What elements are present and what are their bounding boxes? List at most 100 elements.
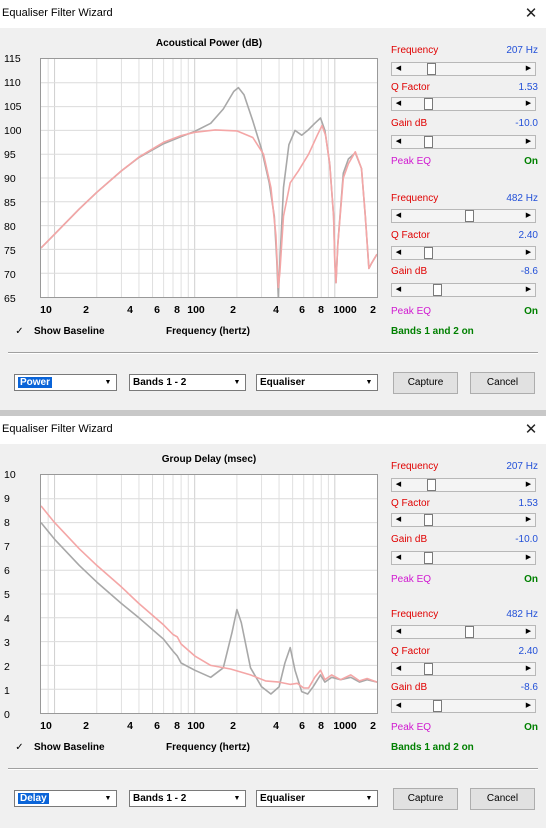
arrow-left-icon[interactable]: ◀	[392, 663, 405, 675]
arrow-left-icon[interactable]: ◀	[392, 98, 405, 110]
band1-frequency-label: Frequency	[391, 45, 439, 56]
band1-frequency-row: Frequency 207 Hz	[391, 461, 538, 473]
band2-frequency-slider[interactable]: ◀ ▶	[391, 209, 536, 223]
arrow-left-icon[interactable]: ◀	[392, 63, 405, 75]
band1-type-row[interactable]: Peak EQ On	[391, 156, 538, 168]
view-select-value: Delay	[18, 793, 49, 804]
band1-gain-slider[interactable]: ◀ ▶	[391, 551, 536, 565]
arrow-right-icon[interactable]: ▶	[522, 663, 535, 675]
cancel-button[interactable]: Cancel	[470, 788, 535, 810]
band2-type-label: Peak EQ	[391, 722, 432, 733]
arrow-right-icon[interactable]: ▶	[522, 210, 535, 222]
x-tick-label: 8	[318, 304, 324, 316]
band1-gain-slider[interactable]: ◀ ▶	[391, 135, 536, 149]
chevron-down-icon[interactable]: ▼	[101, 792, 115, 805]
arrow-left-icon[interactable]: ◀	[392, 552, 405, 564]
bands-summary: Bands 1 and 2 on	[391, 742, 474, 753]
y-tick-label: 65	[4, 293, 16, 305]
capture-button[interactable]: Capture	[393, 788, 458, 810]
slider-thumb[interactable]	[426, 479, 436, 491]
title-bar[interactable]: Equaliser Filter Wizard ✕	[0, 416, 546, 444]
bands-select[interactable]: Bands 1 - 2 ▼	[129, 790, 246, 807]
band2-type-row[interactable]: Peak EQ On	[391, 722, 538, 734]
slider-thumb[interactable]	[424, 98, 434, 110]
band1-gain-value: -10.0	[515, 534, 538, 545]
x-tick-label: 6	[154, 304, 160, 316]
band1-type-value[interactable]: On	[524, 156, 538, 167]
band2-gain-slider[interactable]: ◀ ▶	[391, 699, 536, 713]
close-icon[interactable]: ✕	[524, 4, 538, 22]
band1-q-slider[interactable]: ◀ ▶	[391, 513, 536, 527]
arrow-right-icon[interactable]: ▶	[522, 284, 535, 296]
arrow-right-icon[interactable]: ▶	[522, 626, 535, 638]
chevron-down-icon[interactable]: ▼	[230, 376, 244, 389]
equalised-series-line	[41, 124, 377, 289]
band2-q-slider[interactable]: ◀ ▶	[391, 246, 536, 260]
y-tick-label: 7	[4, 541, 10, 553]
arrow-left-icon[interactable]: ◀	[392, 284, 405, 296]
cancel-button[interactable]: Cancel	[470, 372, 535, 394]
band2-gain-slider[interactable]: ◀ ▶	[391, 283, 536, 297]
slider-thumb[interactable]	[424, 552, 434, 564]
arrow-left-icon[interactable]: ◀	[392, 626, 405, 638]
baseline-series-line	[41, 522, 377, 695]
slider-thumb[interactable]	[424, 136, 434, 148]
chevron-down-icon[interactable]: ▼	[362, 376, 376, 389]
band1-gain-label: Gain dB	[391, 118, 428, 129]
close-icon[interactable]: ✕	[524, 420, 538, 438]
y-tick-label: 5	[4, 589, 10, 601]
arrow-right-icon[interactable]: ▶	[522, 247, 535, 259]
band2-q-slider[interactable]: ◀ ▶	[391, 662, 536, 676]
band1-frequency-slider[interactable]: ◀ ▶	[391, 478, 536, 492]
band2-type-value[interactable]: On	[524, 722, 538, 733]
arrow-right-icon[interactable]: ▶	[522, 552, 535, 564]
view-select[interactable]: Power ▼	[14, 374, 117, 391]
slider-thumb[interactable]	[432, 284, 442, 296]
arrow-right-icon[interactable]: ▶	[522, 63, 535, 75]
arrow-right-icon[interactable]: ▶	[522, 98, 535, 110]
arrow-right-icon[interactable]: ▶	[522, 136, 535, 148]
capture-button[interactable]: Capture	[393, 372, 458, 394]
band2-frequency-slider[interactable]: ◀ ▶	[391, 625, 536, 639]
slider-thumb[interactable]	[424, 514, 434, 526]
arrow-left-icon[interactable]: ◀	[392, 514, 405, 526]
chevron-down-icon[interactable]: ▼	[101, 376, 115, 389]
arrow-left-icon[interactable]: ◀	[392, 700, 405, 712]
slider-thumb[interactable]	[424, 247, 434, 259]
band2-frequency-value: 482 Hz	[506, 609, 538, 620]
mode-select[interactable]: Equaliser ▼	[256, 374, 378, 391]
band1-frequency-slider[interactable]: ◀ ▶	[391, 62, 536, 76]
band1-type-value[interactable]: On	[524, 574, 538, 585]
mode-select[interactable]: Equaliser ▼	[256, 790, 378, 807]
slider-thumb[interactable]	[465, 626, 475, 638]
band1-type-label: Peak EQ	[391, 574, 432, 585]
slider-thumb[interactable]	[465, 210, 475, 222]
title-bar[interactable]: Equaliser Filter Wizard ✕	[0, 0, 546, 28]
band2-q-value: 2.40	[518, 230, 538, 241]
x-tick-label: 2	[370, 720, 376, 732]
arrow-left-icon[interactable]: ◀	[392, 247, 405, 259]
band2-type-value[interactable]: On	[524, 306, 538, 317]
view-select[interactable]: Delay ▼	[14, 790, 117, 807]
arrow-left-icon[interactable]: ◀	[392, 479, 405, 491]
slider-thumb[interactable]	[432, 700, 442, 712]
slider-thumb[interactable]	[424, 663, 434, 675]
arrow-right-icon[interactable]: ▶	[522, 700, 535, 712]
band2-type-row[interactable]: Peak EQ On	[391, 306, 538, 318]
arrow-right-icon[interactable]: ▶	[522, 479, 535, 491]
band1-type-row[interactable]: Peak EQ On	[391, 574, 538, 586]
y-tick-label: 75	[4, 245, 16, 257]
checkmark-icon[interactable]: ✓	[15, 742, 24, 753]
bands-select[interactable]: Bands 1 - 2 ▼	[129, 374, 246, 391]
checkmark-icon[interactable]: ✓	[15, 326, 24, 337]
band1-q-slider[interactable]: ◀ ▶	[391, 97, 536, 111]
chevron-down-icon[interactable]: ▼	[362, 792, 376, 805]
band1-q-label: Q Factor	[391, 82, 430, 93]
y-tick-label: 95	[4, 149, 16, 161]
arrow-left-icon[interactable]: ◀	[392, 210, 405, 222]
arrow-right-icon[interactable]: ▶	[522, 514, 535, 526]
slider-thumb[interactable]	[426, 63, 436, 75]
show-baseline-label: Show Baseline	[34, 326, 105, 337]
chevron-down-icon[interactable]: ▼	[230, 792, 244, 805]
arrow-left-icon[interactable]: ◀	[392, 136, 405, 148]
